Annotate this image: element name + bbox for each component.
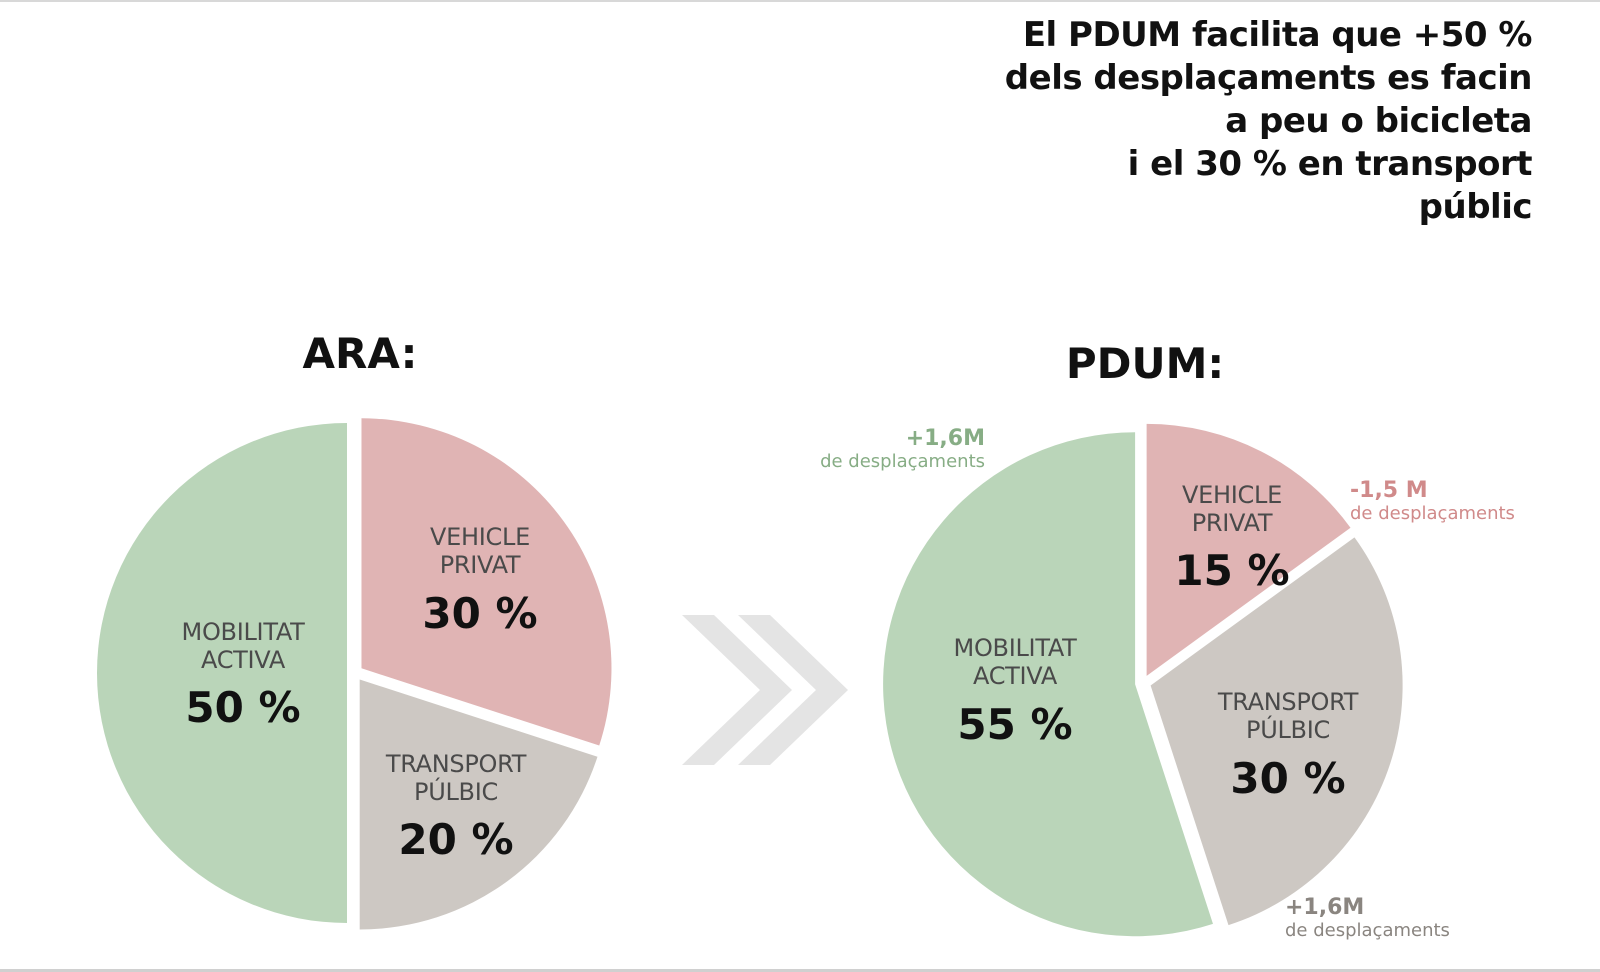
headline-line: dels desplaçaments es facin <box>1004 58 1533 98</box>
change-annotation-text: de desplaçaments <box>820 451 985 472</box>
chart-title: ARA: <box>303 329 418 378</box>
pie-slice-mobilitat-activa <box>97 423 347 923</box>
slice-category-label: ACTIVA <box>973 662 1058 690</box>
headline-line: a peu o bicicleta <box>1225 101 1532 141</box>
bottom-border <box>0 969 1600 972</box>
pie-slice-transport-public <box>1150 537 1403 926</box>
headline: El PDUM facilita que +50 % dels desplaça… <box>972 14 1533 229</box>
pie-slice-mobilitat-activa <box>883 432 1213 937</box>
top-border <box>0 0 1600 2</box>
slice-category-label: PÚLBIC <box>414 776 498 806</box>
chart-title: PDUM: <box>1066 339 1224 388</box>
slice-value-label: 50 % <box>185 683 300 732</box>
slice-value-label: 20 % <box>398 815 513 864</box>
headline-line: públic <box>1418 187 1533 227</box>
slice-category-label: PRIVAT <box>1192 509 1273 537</box>
headline-line: i el 30 % en transport <box>1127 144 1533 184</box>
change-annotation-text: de desplaçaments <box>1285 920 1450 941</box>
slice-value-label: 30 % <box>422 589 537 638</box>
pie-slice-transport-public <box>359 679 598 930</box>
slice-category-label: MOBILITAT <box>954 634 1078 662</box>
slice-category-label: PÚLBIC <box>1246 714 1330 744</box>
chevron-left <box>682 615 792 765</box>
slice-category-label: ACTIVA <box>201 646 286 674</box>
headline-line: El PDUM facilita que +50 % <box>1022 15 1533 55</box>
slice-category-label: MOBILITAT <box>182 618 306 646</box>
pie-slice-vehicle-privat <box>361 418 612 746</box>
slice-category-label: VEHICLE <box>1182 481 1282 509</box>
chevron-arrow-icon <box>682 615 848 765</box>
slice-value-label: 30 % <box>1230 754 1345 803</box>
change-annotation-value: +1,6M <box>906 426 985 451</box>
slice-value-label: 55 % <box>957 700 1072 749</box>
slice-category-label: TRANSPORT <box>1217 688 1359 716</box>
change-annotation-value: -1,5 M <box>1350 478 1428 503</box>
slice-category-label: PRIVAT <box>440 551 521 579</box>
change-annotation-value: +1,6M <box>1285 895 1364 920</box>
change-annotation-text: de desplaçaments <box>1350 503 1515 524</box>
chevron-right <box>738 615 848 765</box>
pie-slice-vehicle-privat <box>1146 423 1351 676</box>
slice-category-label: TRANSPORT <box>385 750 527 778</box>
slice-value-label: 15 % <box>1174 546 1289 595</box>
slice-category-label: VEHICLE <box>430 523 530 551</box>
